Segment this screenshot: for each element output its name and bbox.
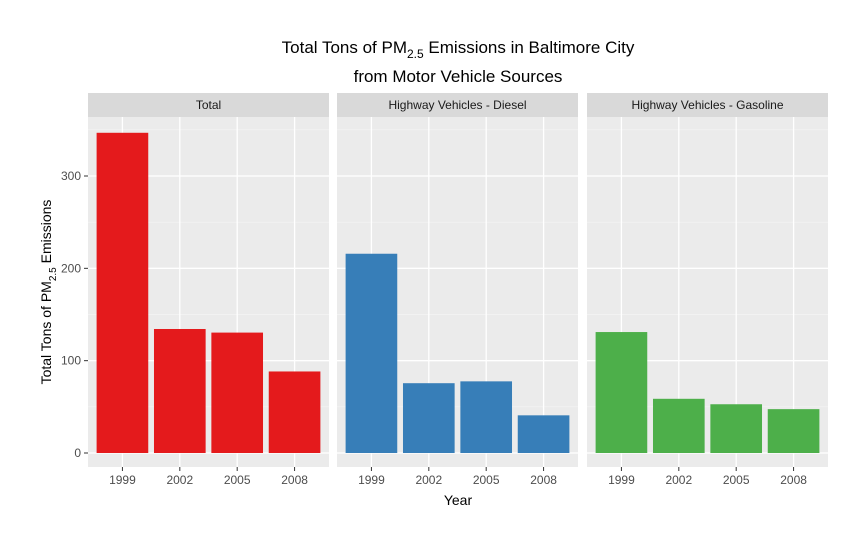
facet-strip-label: Highway Vehicles - Diesel — [388, 98, 526, 112]
y-tick-label: 0 — [74, 446, 81, 460]
facet-strip — [337, 93, 578, 117]
bar — [345, 253, 398, 453]
bar — [652, 398, 705, 453]
x-tick-label: 2002 — [166, 473, 193, 487]
x-tick-label: 2005 — [723, 473, 750, 487]
y-axis: 0 100 200 300 — [61, 169, 88, 460]
bar — [153, 328, 206, 453]
facet-strip-label: Highway Vehicles - Gasoline — [631, 98, 783, 112]
facet-panel: Highway Vehicles - Gasoline 1999 2002 2005 2… — [587, 93, 828, 487]
x-tick-label: 1999 — [109, 473, 136, 487]
x-tick-label: 2008 — [780, 473, 807, 487]
y-tick-label: 200 — [61, 261, 81, 275]
x-axis-title: Year — [444, 492, 473, 508]
x-tick-label: 2008 — [530, 473, 557, 487]
bar — [460, 381, 513, 453]
x-tick-label: 1999 — [358, 473, 385, 487]
facet-strip — [88, 93, 329, 117]
facet-panel: Highway Vehicles - Diesel 1999 2002 2005 200… — [337, 93, 578, 487]
bar — [268, 371, 321, 453]
chart-title-line2: from Motor Vehicle Sources — [354, 67, 563, 86]
x-tick-label: 2002 — [665, 473, 692, 487]
x-tick-label: 2002 — [415, 473, 442, 487]
facet-panel: Total 1999 2002 2005 2008 — [88, 93, 329, 487]
chart-title-line1: Total Tons of PM2.5 Emissions in Baltimo… — [282, 38, 635, 61]
y-tick-label: 300 — [61, 169, 81, 183]
y-tick-label: 100 — [61, 354, 81, 368]
x-tick-label: 2005 — [473, 473, 500, 487]
bar — [595, 332, 648, 453]
facet-strip-label: Total — [196, 98, 221, 112]
bar — [710, 404, 763, 453]
bar — [96, 132, 149, 453]
bar — [402, 383, 455, 453]
bar — [211, 332, 264, 453]
x-tick-label: 1999 — [608, 473, 635, 487]
x-tick-label: 2005 — [224, 473, 251, 487]
bar — [517, 415, 570, 453]
bar — [767, 409, 820, 453]
x-tick-label: 2008 — [281, 473, 308, 487]
facet-strip — [587, 93, 828, 117]
y-axis-title: Total Tons of PM2.5 Emissions — [38, 200, 59, 385]
